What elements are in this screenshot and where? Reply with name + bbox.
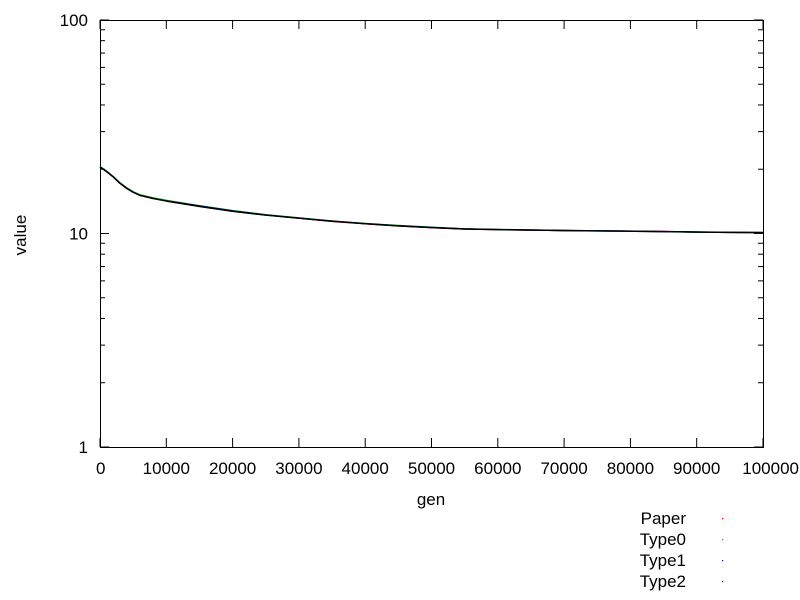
legend-label: Type0 — [640, 530, 686, 549]
x-tick-label: 60000 — [474, 459, 521, 478]
plot-area — [99, 165, 764, 234]
legend-label: Type1 — [640, 551, 686, 570]
legend-sample — [722, 518, 724, 520]
legend-sample — [722, 560, 724, 562]
x-tick-label: 10000 — [143, 459, 190, 478]
plot-frame — [100, 20, 764, 448]
x-tick-label: 40000 — [342, 459, 389, 478]
y-tick-label: 1 — [79, 438, 88, 457]
series-line-type0 — [99, 165, 764, 234]
series-line-type2 — [99, 166, 764, 234]
x-tick-label: 100000 — [742, 459, 799, 478]
series-line-type1 — [99, 166, 764, 234]
x-axis-label: gen — [417, 490, 445, 509]
y-tick-label: 10 — [69, 225, 88, 244]
legend-sample — [722, 581, 724, 583]
y-tick-label: 100 — [60, 11, 88, 30]
legend-sample — [722, 539, 724, 541]
x-axis: 0 10000 20000 30000 40000 50000 60000 70000 8000… — [96, 20, 799, 478]
x-tick-label: 0 — [96, 459, 105, 478]
x-tick-label: 70000 — [540, 459, 587, 478]
x-tick-label: 90000 — [673, 459, 720, 478]
y-axis: 1 10 100 — [60, 11, 763, 457]
series-line-paper — [99, 166, 764, 234]
x-tick-label: 30000 — [275, 459, 322, 478]
x-tick-label: 80000 — [607, 459, 654, 478]
legend-label: Type2 — [640, 572, 686, 591]
x-tick-label: 20000 — [209, 459, 256, 478]
y-axis-label: value — [11, 215, 30, 256]
legend-label: Paper — [641, 509, 687, 528]
x-tick-label: 50000 — [408, 459, 455, 478]
legend: Paper Type0 Type1 Type2 — [640, 509, 724, 591]
